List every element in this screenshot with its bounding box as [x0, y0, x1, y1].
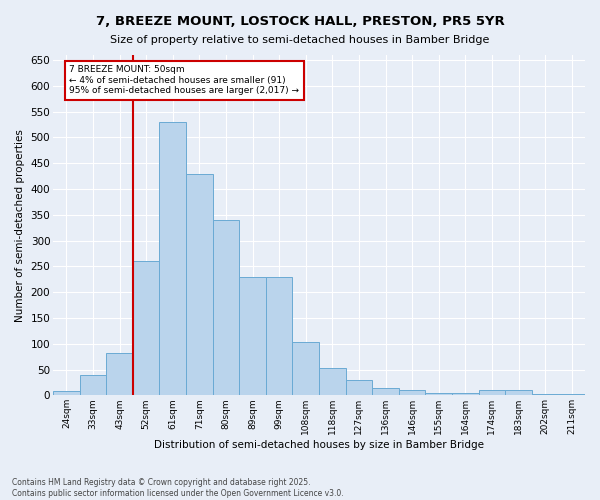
- Bar: [160, 122, 186, 396]
- Bar: [239, 276, 266, 396]
- Bar: [80, 374, 106, 396]
- Bar: [212, 220, 239, 396]
- Bar: [292, 342, 319, 396]
- Text: Size of property relative to semi-detached houses in Bamber Bridge: Size of property relative to semi-detach…: [110, 35, 490, 45]
- Bar: [133, 261, 160, 396]
- Bar: [346, 380, 372, 396]
- Bar: [372, 388, 399, 396]
- Text: 7 BREEZE MOUNT: 50sqm
← 4% of semi-detached houses are smaller (91)
95% of semi-: 7 BREEZE MOUNT: 50sqm ← 4% of semi-detac…: [69, 66, 299, 95]
- Bar: [266, 276, 292, 396]
- Text: Contains HM Land Registry data © Crown copyright and database right 2025.
Contai: Contains HM Land Registry data © Crown c…: [12, 478, 344, 498]
- Bar: [319, 368, 346, 396]
- Bar: [399, 390, 425, 396]
- Bar: [559, 394, 585, 396]
- Bar: [505, 390, 532, 396]
- Bar: [425, 392, 452, 396]
- Bar: [452, 392, 479, 396]
- Bar: [479, 390, 505, 396]
- Bar: [186, 174, 212, 396]
- X-axis label: Distribution of semi-detached houses by size in Bamber Bridge: Distribution of semi-detached houses by …: [154, 440, 484, 450]
- Bar: [53, 391, 80, 396]
- Bar: [532, 394, 559, 396]
- Y-axis label: Number of semi-detached properties: Number of semi-detached properties: [15, 128, 25, 322]
- Text: 7, BREEZE MOUNT, LOSTOCK HALL, PRESTON, PR5 5YR: 7, BREEZE MOUNT, LOSTOCK HALL, PRESTON, …: [95, 15, 505, 28]
- Bar: [106, 353, 133, 396]
